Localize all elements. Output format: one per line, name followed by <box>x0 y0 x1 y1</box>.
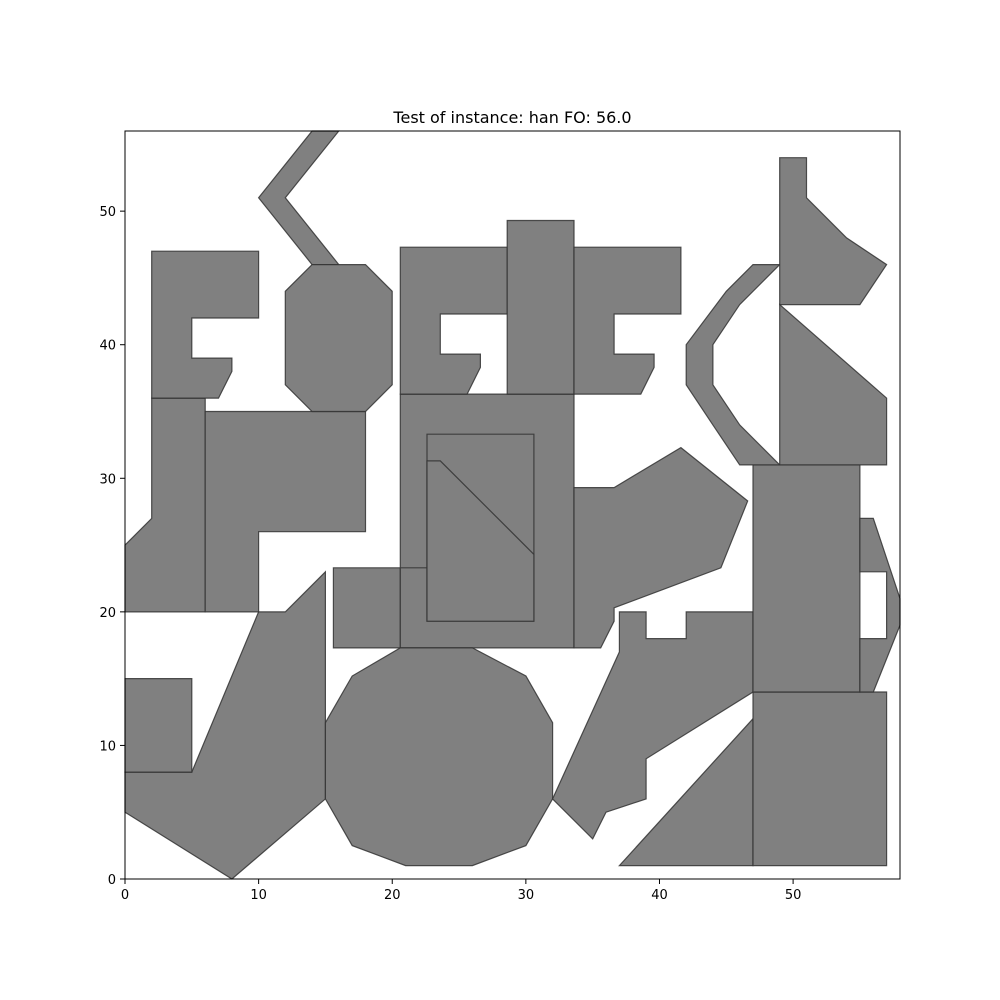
piece-tall-rect-mid <box>506 219 575 395</box>
x-tick-label: 40 <box>651 888 668 903</box>
y-tick-label: 10 <box>99 739 116 754</box>
y-tick-label: 30 <box>99 472 116 487</box>
plot-frame <box>124 130 901 880</box>
piece-right-triangle-top <box>779 303 888 466</box>
x-axis: 0 10 20 30 40 50 <box>121 879 802 903</box>
y-tick-label: 0 <box>108 873 116 888</box>
y-tick-label: 20 <box>99 606 116 621</box>
x-tick-label: 10 <box>250 888 267 903</box>
piece-right-edge-frame <box>859 517 901 693</box>
chart-title: Test of instance: han FO: 56.0 <box>392 108 631 127</box>
piece-small-square-mid <box>332 567 401 649</box>
piece-top-left-c <box>151 250 260 399</box>
piece-arrow-piece <box>573 446 749 649</box>
piece-left-small-square <box>124 677 193 773</box>
x-tick-label: 30 <box>518 888 535 903</box>
piece-l-block <box>204 410 367 613</box>
pieces-layer <box>124 130 901 880</box>
piece-bottom-zigzag <box>551 611 754 840</box>
y-tick-label: 40 <box>99 339 116 354</box>
y-tick-label: 50 <box>99 205 116 220</box>
x-tick-label: 50 <box>785 888 802 903</box>
piece-frame-triangle <box>426 460 535 622</box>
piece-c-shape-right <box>573 246 682 395</box>
piece-c-shape-mid <box>399 246 508 395</box>
piece-octagon <box>284 264 393 413</box>
piece-top-right-flag <box>779 157 888 306</box>
piece-dodecagon <box>324 647 554 867</box>
piece-mid-right-rect <box>752 464 861 693</box>
piece-bottom-right-rect <box>752 691 888 867</box>
y-axis: 0 10 20 30 40 50 <box>99 205 125 888</box>
x-tick-label: 0 <box>121 888 129 903</box>
x-tick-label: 20 <box>384 888 401 903</box>
